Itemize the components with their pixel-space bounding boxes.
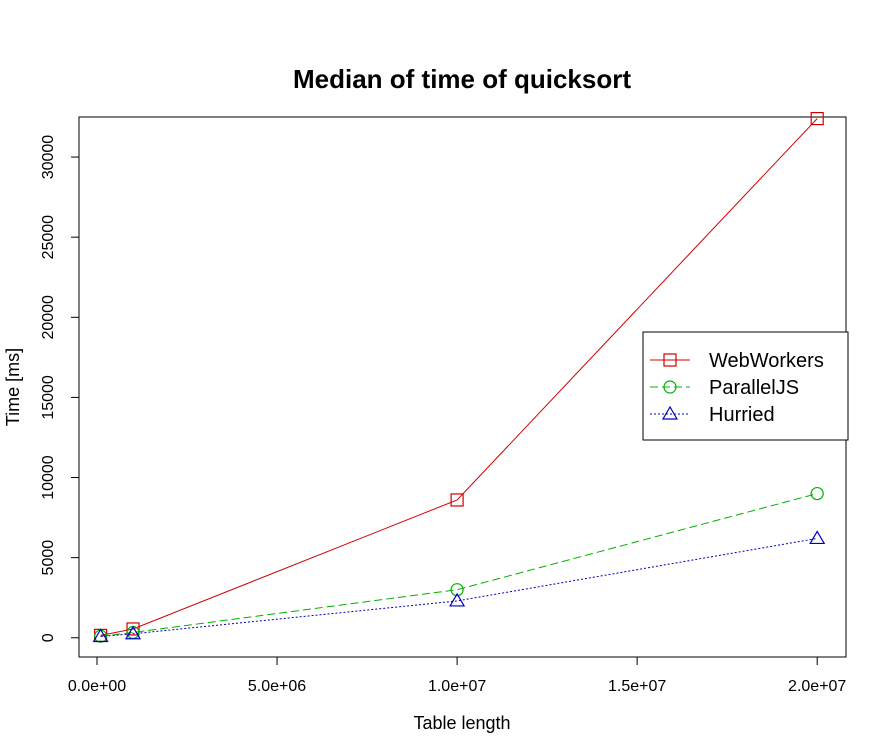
- legend-label-paralleljs: ParallelJS: [709, 377, 799, 399]
- legend-label-webworkers: WebWorkers: [709, 350, 824, 372]
- x-tick-label: 0.0e+00: [68, 678, 126, 695]
- data-point-webworkers: [126, 622, 140, 636]
- data-point-hurried: [92, 628, 109, 643]
- data-point-hurried: [809, 530, 826, 545]
- data-point-hurried: [449, 592, 466, 607]
- series-line-hurried: [100, 537, 818, 637]
- legend-marker-hurried: [661, 405, 679, 420]
- x-tick-label: 1.5e+07: [608, 678, 666, 695]
- y-axis: 0 5000 10000 15000 20000 25000 30000: [40, 135, 80, 642]
- data-point-paralleljs: [810, 486, 824, 501]
- legend: WebWorkers ParallelJS Hurried: [642, 331, 849, 441]
- legend-marker-paralleljs: [663, 380, 677, 394]
- chart-title: Median of time of quicksort: [293, 64, 631, 94]
- legend-box: [642, 331, 849, 441]
- legend-entry-paralleljs: ParallelJS: [650, 377, 799, 399]
- data-point-webworkers: [810, 112, 824, 126]
- x-tick-label: 5.0e+06: [248, 678, 306, 695]
- legend-label-hurried: Hurried: [709, 404, 775, 426]
- y-tick-label: 15000: [40, 375, 57, 420]
- x-tick-label: 2.0e+07: [788, 678, 846, 695]
- series-line-webworkers: [100, 118, 818, 636]
- x-tick-label: 1.0e+07: [428, 678, 486, 695]
- legend-entry-webworkers: WebWorkers: [650, 350, 824, 372]
- y-tick-label: 25000: [40, 215, 57, 260]
- data-point-hurried: [124, 625, 142, 640]
- series-line-paralleljs: [100, 493, 818, 637]
- y-tick-label: 30000: [40, 135, 57, 180]
- y-tick-label: 10000: [40, 455, 57, 500]
- series-layer: [92, 112, 826, 643]
- y-axis-label: Time [ms]: [3, 348, 23, 426]
- legend-marker-webworkers: [663, 353, 677, 367]
- y-tick-label: 0: [40, 633, 57, 642]
- x-axis: 0.0e+00 5.0e+06 1.0e+07 1.5e+07 2.0e+07: [68, 656, 846, 695]
- data-point-webworkers: [450, 493, 464, 507]
- series-hurried: [92, 530, 826, 643]
- y-tick-label: 5000: [40, 540, 57, 576]
- legend-entry-hurried: Hurried: [650, 404, 775, 426]
- series-paralleljs: [94, 486, 824, 643]
- y-tick-label: 20000: [40, 295, 57, 340]
- x-axis-label: Table length: [413, 713, 510, 733]
- data-point-paralleljs: [450, 583, 464, 597]
